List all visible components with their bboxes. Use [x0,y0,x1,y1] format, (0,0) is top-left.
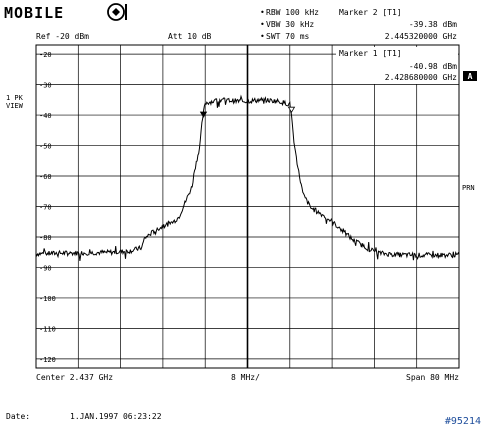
y-tick-label: -70 [39,204,52,212]
attenuation: Att 10 dB [168,32,212,41]
marker-2-symbol [287,106,296,113]
mobile-logo: MOBILE [4,3,127,22]
image-id: #95214 [445,416,481,427]
grid-lines [36,45,459,368]
marker1-label: Marker 1 [T1] [339,49,402,58]
date-value: 1.JAN.1997 06:23:22 [70,412,162,421]
rbw-setting: RBW 100 kHz [266,8,319,17]
marker2-label: Marker 2 [T1] [339,8,402,17]
ref-level: Ref -20 dBm [36,32,89,41]
y-tick-label: -30 [39,82,52,90]
y-tick-label: -80 [39,234,52,242]
svg-text:A: A [468,72,473,81]
vbw-setting: VBW 30 kHz [266,20,314,29]
svg-text:•: • [260,8,265,17]
y-tick-label: -100 [39,295,56,303]
y-tick-labels: -20 -30 -40 -50 -60 -70 -80 -90 -100 -110 -120 [39,51,56,364]
svg-text:•: • [260,32,265,41]
trace-mode-label: 1 PK [6,94,24,102]
prn-label: PRN [462,184,475,192]
view-label: VIEW [6,102,24,110]
y-tick-label: -40 [39,112,52,120]
marker2-freq: 2.445320000 GHz [385,32,457,41]
marker1-level: -40.98 dBm [409,62,457,71]
y-tick-label: -110 [39,325,56,333]
frequency-per-division: 8 MHz/ [231,373,260,382]
date-label: Date: [6,412,30,421]
span: Span 80 MHz [406,373,459,382]
marker1-freq: 2.428680000 GHz [385,73,457,82]
marker-1-symbol [199,111,208,118]
y-tick-label: -60 [39,173,52,181]
trigger-badge: A [463,71,477,81]
logo-text: MOBILE [4,4,64,22]
marker1-readout: Marker 1 [T1] -40.98 dBm 2.428680000 GHz [336,47,458,84]
mobile-emblem-icon [107,3,127,21]
y-tick-label: -120 [39,356,56,364]
marker2-level: -39.38 dBm [409,20,457,29]
spectrum-trace [35,94,460,261]
trace-layer [35,94,460,261]
y-tick-label: -50 [39,143,52,151]
svg-text:•: • [260,20,265,29]
swt-setting: SWT 70 ms [266,32,310,41]
marker-layer [199,106,296,118]
y-tick-label: -90 [39,264,52,272]
y-tick-label: -20 [39,51,52,59]
center-frequency: Center 2.437 GHz [36,373,113,382]
